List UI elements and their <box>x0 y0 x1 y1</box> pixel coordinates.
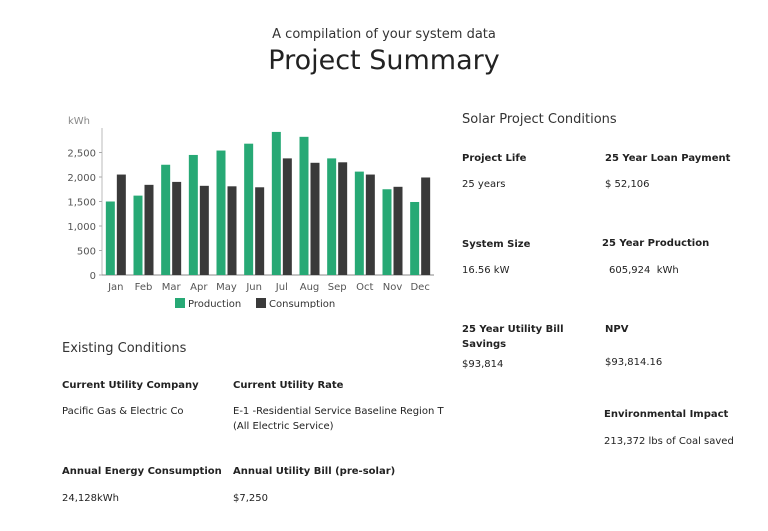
x-tick-label: Apr <box>190 282 208 293</box>
bar-production-jan <box>105 201 115 275</box>
y-tick-label: 500 <box>77 247 96 258</box>
project-life-value: 25 years <box>462 179 506 190</box>
x-tick-label: Jul <box>275 282 288 293</box>
x-tick-label: Dec <box>410 282 429 293</box>
bar-consumption-may <box>227 186 237 275</box>
loan-payment-value: $ 52,106 <box>605 179 650 190</box>
utility-company-value: Pacific Gas & Electric Co <box>62 406 184 417</box>
bar-production-dec <box>410 201 420 275</box>
legend-swatch-production <box>175 298 185 308</box>
utility-rate-value-line2: (All Electric Service) <box>233 421 334 432</box>
y-tick-label: 2,000 <box>67 173 96 184</box>
loan-payment-label: 25 Year Loan Payment <box>605 153 731 164</box>
bar-consumption-oct <box>365 174 375 275</box>
production-25yr-label: 25 Year Production <box>602 238 710 249</box>
bill-savings-label-line1: 25 Year Utility Bill <box>462 324 564 335</box>
utility-rate-value: E-1 -Residential Service Baseline Region… <box>233 404 448 434</box>
bar-production-sep <box>327 158 337 275</box>
solar-conditions-title: Solar Project Conditions <box>462 112 617 127</box>
x-tick-label: Jan <box>107 282 123 293</box>
bar-consumption-apr <box>199 185 209 275</box>
bar-consumption-mar <box>172 181 182 275</box>
page-title: Project Summary <box>268 45 500 76</box>
bill-savings-label: 25 Year Utility Bill Savings <box>462 322 564 352</box>
bar-consumption-dec <box>421 177 431 275</box>
legend-swatch-consumption <box>256 298 266 308</box>
bar-consumption-sep <box>338 162 348 275</box>
x-tick-label: Sep <box>328 282 347 293</box>
bar-consumption-feb <box>144 184 154 275</box>
bar-production-mar <box>161 164 171 275</box>
bar-consumption-nov <box>393 186 403 275</box>
bar-production-jun <box>244 143 254 275</box>
x-tick-label: Jun <box>245 282 262 293</box>
npv-value: $93,814.16 <box>605 357 663 368</box>
bar-production-nov <box>382 189 392 275</box>
bar-production-feb <box>133 195 143 275</box>
bill-savings-label-line2: Savings <box>462 339 507 350</box>
legend-label-consumption: Consumption <box>269 299 335 308</box>
x-tick-label: Oct <box>356 282 373 293</box>
bar-production-jul <box>271 131 281 275</box>
annual-consumption-value: 24,128kWh <box>62 493 120 504</box>
bill-savings-value: $93,814 <box>462 359 504 370</box>
environmental-impact-value: 213,372 lbs of Coal saved <box>604 436 734 447</box>
y-tick-label: 2,500 <box>67 149 96 160</box>
bar-production-may <box>216 150 226 275</box>
project-life-label: Project Life <box>462 153 527 164</box>
legend-label-production: Production <box>188 299 241 308</box>
bar-production-aug <box>299 136 309 275</box>
x-tick-label: Feb <box>135 282 153 293</box>
bar-production-oct <box>354 171 364 275</box>
annual-bill-label: Annual Utility Bill (pre-solar) <box>233 466 396 477</box>
production-25yr-value: 605,924 kWh <box>609 265 679 276</box>
y-axis-label: kWh <box>68 116 90 127</box>
x-tick-label: May <box>216 282 237 293</box>
x-tick-label: Aug <box>300 282 320 293</box>
x-tick-label: Mar <box>162 282 182 293</box>
utility-company-label: Current Utility Company <box>62 380 199 391</box>
y-tick-label: 0 <box>90 271 96 282</box>
npv-label: NPV <box>605 324 629 335</box>
bar-consumption-jul <box>282 158 292 275</box>
utility-rate-label: Current Utility Rate <box>233 380 344 391</box>
bar-consumption-jan <box>116 174 126 275</box>
annual-consumption-label: Annual Energy Consumption <box>62 466 222 477</box>
bar-consumption-jun <box>255 187 265 275</box>
environmental-impact-label: Environmental Impact <box>604 409 729 420</box>
y-tick-label: 1,000 <box>67 222 96 233</box>
system-size-label: System Size <box>462 239 531 250</box>
system-size-value: 16.56 kW <box>462 265 510 276</box>
bar-production-apr <box>188 154 198 275</box>
x-tick-label: Nov <box>383 282 403 293</box>
annual-bill-value: $7,250 <box>233 493 268 504</box>
y-tick-label: 1,500 <box>67 198 96 209</box>
existing-conditions-title: Existing Conditions <box>62 341 187 356</box>
utility-rate-value-line1: E-1 -Residential Service Baseline Region… <box>233 406 444 417</box>
page-subtitle: A compilation of your system data <box>272 27 496 42</box>
bar-consumption-aug <box>310 162 320 275</box>
energy-bar-chart: kWh 0 500 1,000 1,500 2,000 2,500 Jan Feb Mar Apr M… <box>67 116 434 308</box>
